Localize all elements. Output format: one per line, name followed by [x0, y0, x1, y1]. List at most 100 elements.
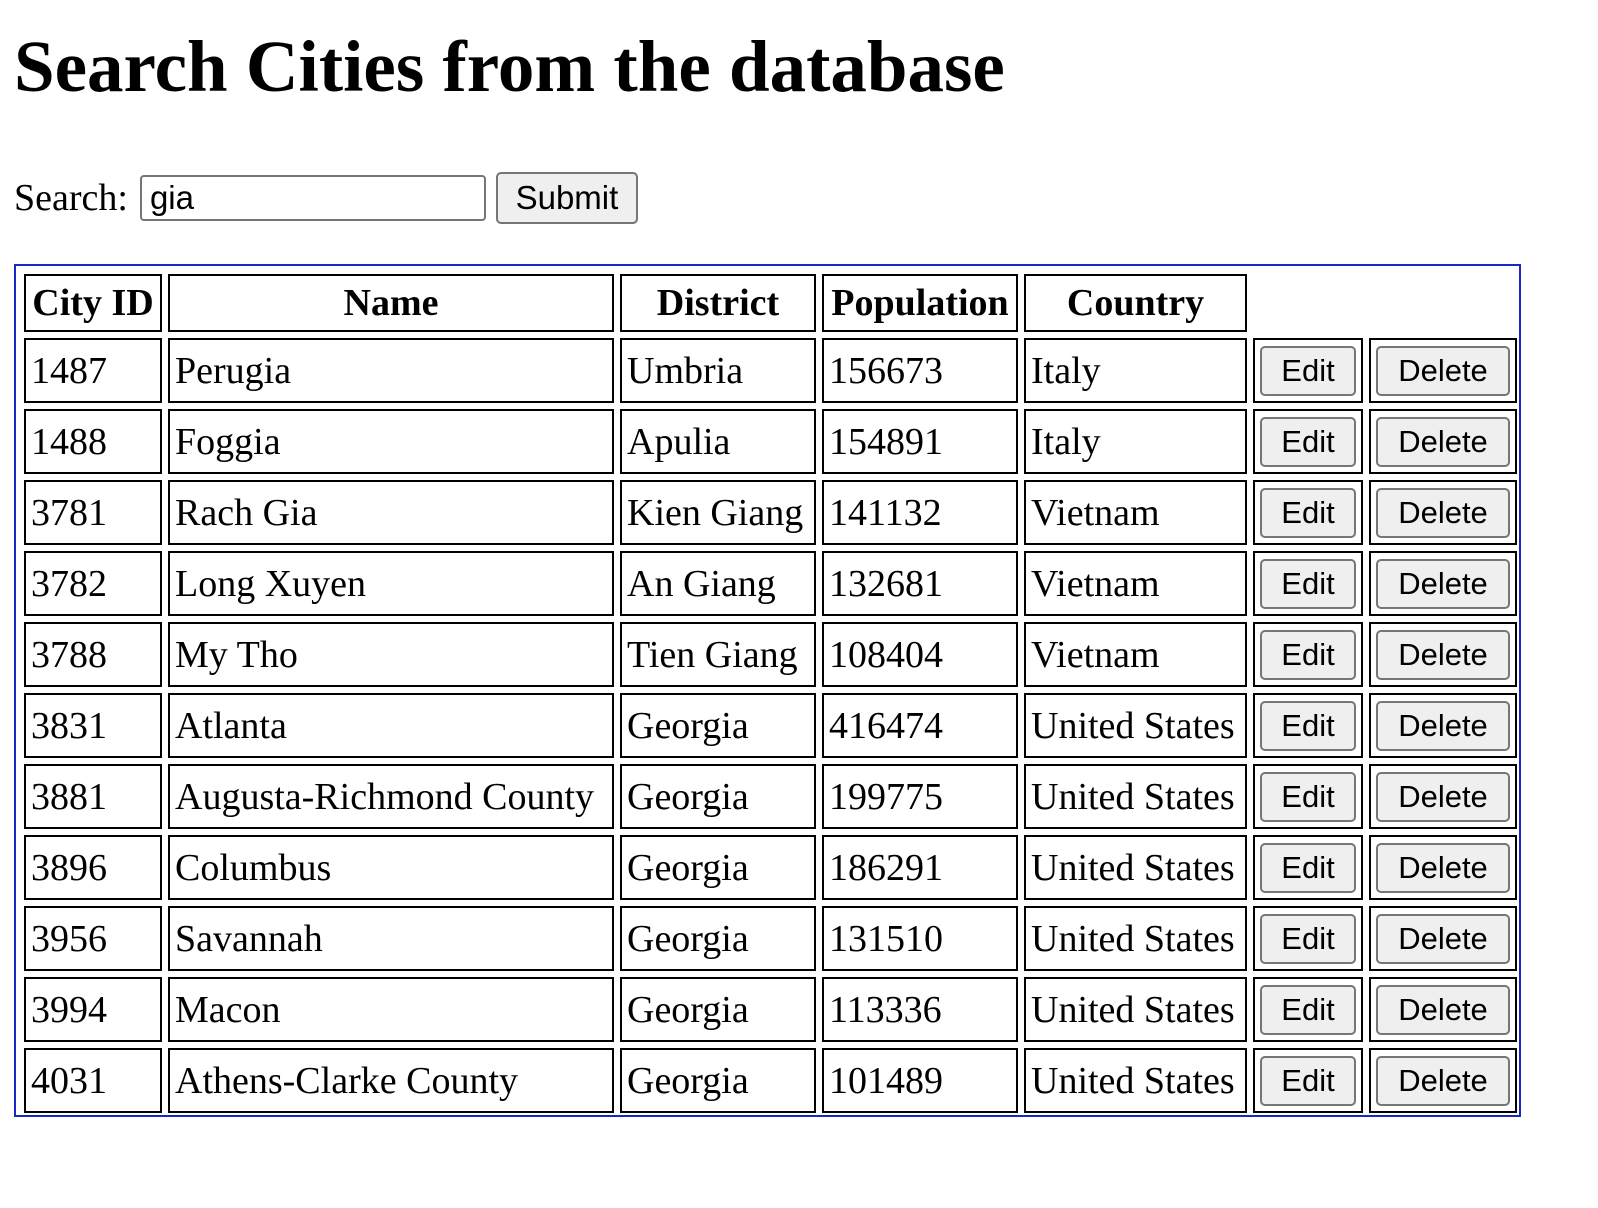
cell-country: United States: [1024, 693, 1247, 758]
cell-country: Italy: [1024, 338, 1247, 403]
cell-name: Athens-Clarke County: [168, 1048, 614, 1113]
cell-name: Rach Gia: [168, 480, 614, 545]
cell-population: 132681: [822, 551, 1018, 616]
cell-city-id: 3956: [24, 906, 162, 971]
page-title: Search Cities from the database: [14, 26, 1005, 107]
table-header-row: City ID Name District Population Country: [24, 274, 1517, 332]
cell-delete: Delete: [1369, 622, 1517, 687]
cell-edit: Edit: [1253, 1048, 1363, 1113]
cell-district: Apulia: [620, 409, 816, 474]
cell-name: Foggia: [168, 409, 614, 474]
cell-city-id: 3781: [24, 480, 162, 545]
edit-button[interactable]: Edit: [1260, 984, 1356, 1035]
results-table-container: City ID Name District Population Country…: [14, 264, 1521, 1117]
cell-country: United States: [1024, 906, 1247, 971]
cell-population: 199775: [822, 764, 1018, 829]
delete-button[interactable]: Delete: [1376, 842, 1510, 893]
cell-name: Atlanta: [168, 693, 614, 758]
cell-name: Augusta-Richmond County: [168, 764, 614, 829]
cell-country: United States: [1024, 835, 1247, 900]
cell-delete: Delete: [1369, 551, 1517, 616]
cell-delete: Delete: [1369, 764, 1517, 829]
cell-delete: Delete: [1369, 338, 1517, 403]
search-form: Search: Submit: [14, 172, 638, 224]
header-country: Country: [1024, 274, 1247, 332]
delete-button[interactable]: Delete: [1376, 416, 1510, 467]
cell-district: Umbria: [620, 338, 816, 403]
table-row: 3994 Macon Georgia 113336 United States Edit D…: [24, 977, 1517, 1042]
cell-district: Georgia: [620, 1048, 816, 1113]
cell-country: Vietnam: [1024, 551, 1247, 616]
cell-delete: Delete: [1369, 480, 1517, 545]
cell-population: 108404: [822, 622, 1018, 687]
edit-button[interactable]: Edit: [1260, 345, 1356, 396]
cell-delete: Delete: [1369, 906, 1517, 971]
cell-city-id: 3881: [24, 764, 162, 829]
delete-button[interactable]: Delete: [1376, 1055, 1510, 1106]
cell-population: 416474: [822, 693, 1018, 758]
cell-city-id: 1487: [24, 338, 162, 403]
cell-edit: Edit: [1253, 480, 1363, 545]
cell-population: 141132: [822, 480, 1018, 545]
cell-district: An Giang: [620, 551, 816, 616]
delete-button[interactable]: Delete: [1376, 345, 1510, 396]
edit-button[interactable]: Edit: [1260, 487, 1356, 538]
cell-name: Long Xuyen: [168, 551, 614, 616]
cell-country: United States: [1024, 1048, 1247, 1113]
delete-button[interactable]: Delete: [1376, 700, 1510, 751]
cell-edit: Edit: [1253, 551, 1363, 616]
cell-edit: Edit: [1253, 977, 1363, 1042]
cell-delete: Delete: [1369, 835, 1517, 900]
delete-button[interactable]: Delete: [1376, 558, 1510, 609]
submit-button[interactable]: Submit: [495, 172, 638, 224]
cell-edit: Edit: [1253, 338, 1363, 403]
edit-button[interactable]: Edit: [1260, 913, 1356, 964]
cell-district: Georgia: [620, 764, 816, 829]
table-row: 1488 Foggia Apulia 154891 Italy Edit Delete: [24, 409, 1517, 474]
cities-table: City ID Name District Population Country…: [18, 268, 1523, 1119]
search-input[interactable]: [139, 175, 486, 221]
table-row: 1487 Perugia Umbria 156673 Italy Edit Delete: [24, 338, 1517, 403]
cell-edit: Edit: [1253, 622, 1363, 687]
cell-district: Tien Giang: [620, 622, 816, 687]
table-row: 3896 Columbus Georgia 186291 United States Ed…: [24, 835, 1517, 900]
delete-button[interactable]: Delete: [1376, 984, 1510, 1035]
edit-button[interactable]: Edit: [1260, 558, 1356, 609]
table-row: 3956 Savannah Georgia 131510 United States Ed…: [24, 906, 1517, 971]
cell-edit: Edit: [1253, 835, 1363, 900]
cell-country: Italy: [1024, 409, 1247, 474]
cell-population: 113336: [822, 977, 1018, 1042]
cell-district: Kien Giang: [620, 480, 816, 545]
delete-button[interactable]: Delete: [1376, 771, 1510, 822]
cell-population: 131510: [822, 906, 1018, 971]
edit-button[interactable]: Edit: [1260, 416, 1356, 467]
cell-city-id: 3782: [24, 551, 162, 616]
cell-city-id: 1488: [24, 409, 162, 474]
cell-name: Columbus: [168, 835, 614, 900]
cell-city-id: 4031: [24, 1048, 162, 1113]
cell-population: 154891: [822, 409, 1018, 474]
cell-edit: Edit: [1253, 409, 1363, 474]
cell-delete: Delete: [1369, 977, 1517, 1042]
cell-city-id: 3831: [24, 693, 162, 758]
cell-country: United States: [1024, 977, 1247, 1042]
cell-edit: Edit: [1253, 764, 1363, 829]
cell-country: Vietnam: [1024, 622, 1247, 687]
delete-button[interactable]: Delete: [1376, 629, 1510, 680]
header-name: Name: [168, 274, 614, 332]
cell-name: Perugia: [168, 338, 614, 403]
delete-button[interactable]: Delete: [1376, 487, 1510, 538]
delete-button[interactable]: Delete: [1376, 913, 1510, 964]
edit-button[interactable]: Edit: [1260, 1055, 1356, 1106]
header-district: District: [620, 274, 816, 332]
cell-city-id: 3994: [24, 977, 162, 1042]
table-row: 3782 Long Xuyen An Giang 132681 Vietnam Edit D…: [24, 551, 1517, 616]
cell-name: Savannah: [168, 906, 614, 971]
edit-button[interactable]: Edit: [1260, 629, 1356, 680]
cell-district: Georgia: [620, 835, 816, 900]
table-row: 3781 Rach Gia Kien Giang 141132 Vietnam Edit D…: [24, 480, 1517, 545]
edit-button[interactable]: Edit: [1260, 771, 1356, 822]
header-empty: [1369, 274, 1517, 332]
edit-button[interactable]: Edit: [1260, 700, 1356, 751]
edit-button[interactable]: Edit: [1260, 842, 1356, 893]
